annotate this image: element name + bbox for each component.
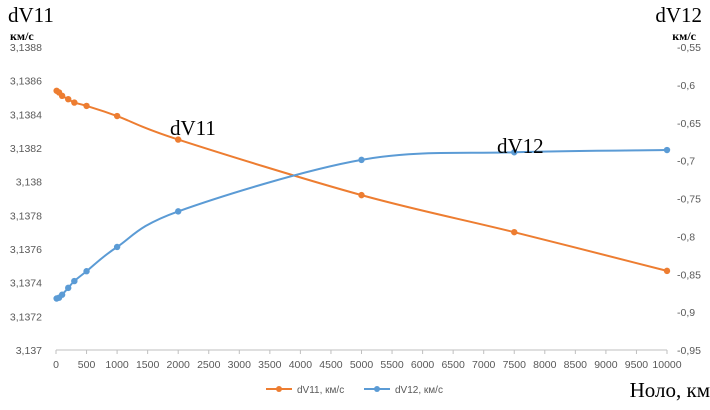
legend-marker-dv11 xyxy=(276,386,282,392)
x-tick-label: 1000 xyxy=(105,359,129,371)
x-tick-label: 7500 xyxy=(503,359,527,371)
axes: 3,137 3,1372 3,1374 3,1376 3,1378 3,138 3,1382… xyxy=(10,42,701,371)
series-dv12-point xyxy=(65,284,72,292)
right-axis-unit: км/с xyxy=(672,29,696,43)
left-tick-label: 3,137 xyxy=(16,345,42,357)
legend-label-dv11: dV11, км/с xyxy=(297,385,344,396)
x-tick-label: 6500 xyxy=(441,359,465,371)
series-layer xyxy=(53,87,671,302)
legend-label-dv12: dV12, км/с xyxy=(395,385,443,396)
series-dv11-point xyxy=(358,191,365,199)
series-dv11-point xyxy=(83,102,90,110)
left-tick-label: 3,138 xyxy=(16,177,42,189)
legend-marker-dv12 xyxy=(374,386,380,392)
series-dv11-point xyxy=(65,95,72,103)
x-tick-label: 8500 xyxy=(564,359,588,371)
left-tick-label: 3,1376 xyxy=(10,244,42,256)
left-axis-title: dV11 xyxy=(8,3,54,27)
left-tick-label: 3,1374 xyxy=(10,278,42,290)
x-tick-label: 1500 xyxy=(136,359,160,371)
series-dv12-point xyxy=(358,156,365,164)
series-dv11-point xyxy=(175,136,182,143)
x-tick-label: 9500 xyxy=(625,359,649,371)
annotation-dv11: dV11 xyxy=(170,116,216,140)
x-tick-label: 10000 xyxy=(652,359,681,371)
right-tick-label: -0,8 xyxy=(677,231,695,243)
x-tick-label: 6000 xyxy=(411,359,435,371)
x-tick-label: 2500 xyxy=(197,359,221,371)
series-dv12 xyxy=(53,146,671,302)
series-dv11-point xyxy=(663,267,671,275)
left-tick-label: 3,1384 xyxy=(10,109,42,121)
series-dv12-point xyxy=(113,243,121,251)
left-tick-label: 3,1382 xyxy=(10,143,42,155)
right-axis-title: dV12 xyxy=(655,3,702,27)
series-dv11-point xyxy=(58,92,66,100)
series-dv12-line xyxy=(56,149,668,300)
right-tick-label: -0,75 xyxy=(677,194,701,206)
series-dv11 xyxy=(53,87,671,275)
series-dv12-point xyxy=(663,146,671,154)
series-dv11-point xyxy=(71,99,78,106)
right-tick-label: -0,9 xyxy=(677,307,695,319)
right-tick-label: -0,85 xyxy=(677,269,701,281)
series-dv11-line xyxy=(56,89,668,272)
x-tick-label: 8000 xyxy=(533,359,557,371)
x-tick-label: 4500 xyxy=(319,359,343,371)
left-axis-title-text: dV11 xyxy=(8,3,54,27)
x-axis-label: Ноло, км xyxy=(630,378,710,402)
x-tick-label: 5500 xyxy=(380,359,404,371)
x-tick-label: 5000 xyxy=(350,359,374,371)
right-tick-label: -0,6 xyxy=(677,80,695,92)
series-dv12-point xyxy=(58,291,66,298)
series-dv12-point xyxy=(83,268,90,275)
x-tick-label: 9000 xyxy=(594,359,618,371)
left-tick-label: 3,1388 xyxy=(10,42,42,54)
right-tick-label: -0,65 xyxy=(677,118,701,130)
left-tick-label: 3,1372 xyxy=(10,311,42,323)
right-tick-label: -0,7 xyxy=(677,156,695,168)
x-tick-label: 0 xyxy=(53,359,59,371)
x-tick-label: 7000 xyxy=(472,359,496,371)
series-dv12-point xyxy=(175,208,182,215)
x-tick-label: 500 xyxy=(78,359,96,371)
x-tick-label: 3500 xyxy=(258,359,282,371)
left-tick-label: 3,1386 xyxy=(10,76,42,88)
annotation-dv12: dV12 xyxy=(497,134,544,158)
series-dv12-point xyxy=(511,149,518,156)
left-tick-label: 3,1378 xyxy=(10,210,42,222)
x-tick-label: 3000 xyxy=(228,359,252,371)
right-tick-label: -0,95 xyxy=(677,345,701,357)
series-dv11-point xyxy=(113,112,121,120)
x-tick-label: 4000 xyxy=(289,359,313,371)
series-dv12-point xyxy=(71,277,78,285)
legend: dV11, км/с dV12, км/с xyxy=(266,385,443,396)
left-axis-unit: км/с xyxy=(10,29,34,43)
series-dv11-point xyxy=(511,228,518,236)
x-tick-label: 2000 xyxy=(167,359,191,371)
right-tick-label: -0,55 xyxy=(677,42,701,54)
